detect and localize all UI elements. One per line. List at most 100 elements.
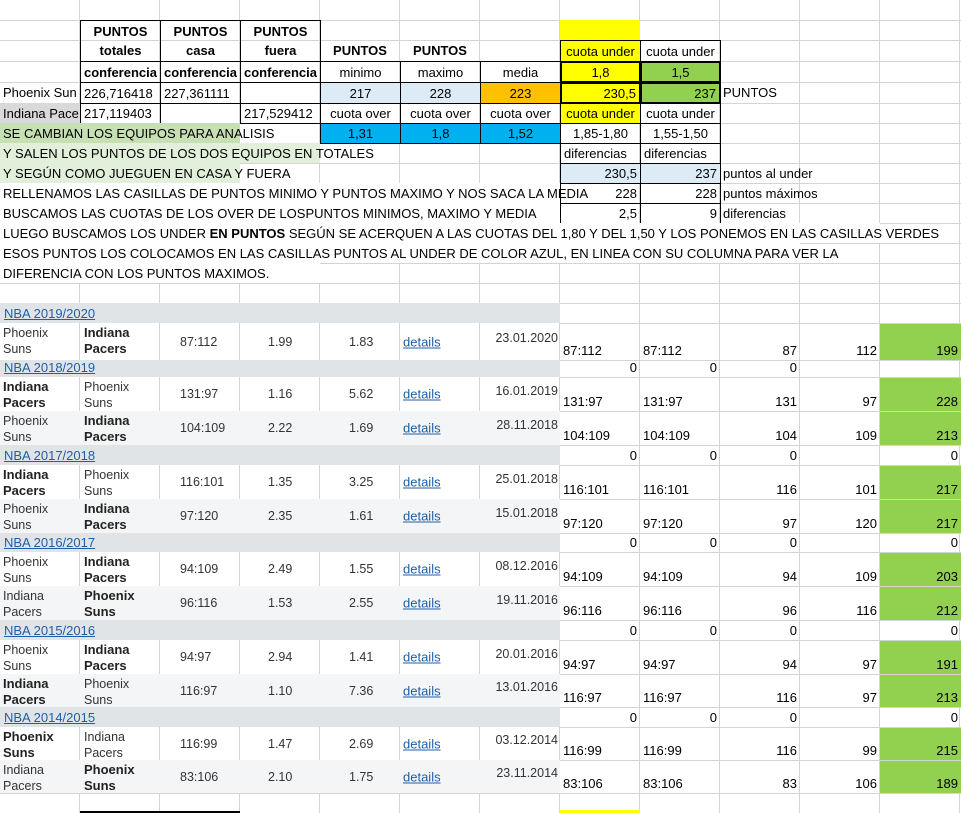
puntos-minimo[interactable]: 217 [320, 82, 401, 104]
zero-cell[interactable]: 0 [950, 710, 958, 725]
header-puntos-max[interactable]: PUNTOS [413, 43, 467, 58]
header-fuera[interactable]: fuera [240, 40, 321, 61]
away-points[interactable]: 106 [855, 776, 877, 791]
header-conferencia-1[interactable]: conferencia [80, 61, 161, 83]
score-cell[interactable]: 116:97 [563, 690, 602, 705]
score-cell[interactable]: 116:101 [643, 482, 690, 497]
total-points[interactable]: 213 [880, 411, 961, 445]
phoenix-casa[interactable]: 227,361111 [160, 82, 241, 104]
details-link[interactable]: details [403, 649, 441, 665]
score-cell[interactable]: 96:116 [563, 603, 602, 618]
score-cell[interactable]: 87:112 [643, 343, 682, 358]
total-points[interactable]: 228 [880, 377, 961, 411]
al-under-15[interactable]: 237 [640, 163, 721, 184]
season-link[interactable]: NBA 2016/2017 [4, 535, 96, 550]
zero-cell[interactable]: 0 [789, 535, 797, 550]
total-points[interactable]: 199 [880, 323, 961, 360]
season-link[interactable]: NBA 2018/2019 [4, 360, 96, 375]
zero-cell[interactable]: 0 [789, 448, 797, 463]
phoenix-fuera[interactable] [240, 82, 321, 104]
away-points[interactable]: 109 [855, 428, 877, 443]
zero-cell[interactable]: 0 [629, 448, 637, 463]
cuota-under-header-2[interactable]: cuota under [640, 40, 721, 62]
score-cell[interactable]: 83:106 [563, 776, 603, 791]
note-8[interactable]: DIFERENCIA CON LOS PUNTOS MAXIMOS. [0, 263, 320, 283]
odds-range-18[interactable]: 1,85-1,80 [560, 123, 641, 144]
indiana-totales[interactable]: 217,119403 [80, 103, 161, 124]
score-cell[interactable]: 116:101 [563, 482, 610, 497]
home-points[interactable]: 104 [775, 428, 797, 443]
total-points[interactable]: 213 [880, 674, 961, 707]
zero-cell[interactable]: 0 [789, 360, 797, 375]
away-points[interactable]: 112 [856, 343, 877, 358]
header-totales[interactable]: totales [80, 40, 161, 61]
header-maximo[interactable]: maximo [400, 61, 481, 83]
dif-15[interactable]: 9 [640, 203, 721, 224]
cuota-over-media-label[interactable]: cuota over [480, 103, 561, 124]
score-cell[interactable]: 83:106 [643, 776, 683, 791]
note-2[interactable]: Y SALEN LOS PUNTOS DE LOS DOS EQUIPOS EN… [0, 143, 374, 163]
details-link[interactable]: details [403, 769, 441, 784]
zero-cell[interactable]: 0 [789, 710, 797, 725]
details-link[interactable]: details [403, 508, 441, 524]
home-points[interactable]: 116 [776, 690, 797, 705]
score-cell[interactable]: 116:99 [563, 743, 602, 758]
home-points[interactable]: 96 [782, 603, 797, 618]
home-points[interactable]: 131 [775, 394, 797, 409]
header-minimo[interactable]: minimo [320, 61, 401, 83]
zero-cell[interactable]: 0 [629, 535, 637, 550]
score-cell[interactable]: 97:120 [643, 516, 683, 531]
indiana-casa[interactable] [160, 103, 241, 124]
details-link[interactable]: details [403, 420, 441, 436]
total-points[interactable]: 217 [880, 499, 961, 533]
score-cell[interactable]: 97:120 [563, 516, 603, 531]
away-points[interactable]: 120 [855, 516, 877, 531]
away-points[interactable]: 101 [855, 482, 877, 497]
team-phoenix-label[interactable]: Phoenix Sun [3, 85, 77, 100]
under-odds-18[interactable]: 1,8 [560, 61, 641, 83]
away-points[interactable]: 97 [862, 690, 877, 705]
details-link[interactable]: details [403, 474, 441, 490]
max-15[interactable]: 228 [640, 183, 721, 204]
note-6[interactable]: LUEGO BUSCAMOS LOS UNDER EN PUNTOS SEGÚN… [0, 223, 939, 243]
score-cell[interactable]: 104:109 [643, 428, 690, 443]
over-odds-media[interactable]: 1,52 [480, 123, 561, 144]
season-link[interactable]: NBA 2014/2015 [4, 710, 96, 725]
away-points[interactable]: 97 [862, 657, 877, 672]
indiana-fuera[interactable]: 217,529412 [240, 103, 321, 124]
over-odds-max[interactable]: 1,8 [400, 123, 481, 144]
header-casa[interactable]: casa [160, 40, 241, 61]
away-points[interactable]: 116 [856, 603, 877, 618]
score-cell[interactable]: 131:97 [643, 394, 683, 409]
header-puntos-min[interactable]: PUNTOS [333, 43, 387, 58]
home-points[interactable]: 94 [782, 657, 797, 672]
away-points[interactable]: 99 [862, 743, 877, 758]
over-odds-min[interactable]: 1,31 [320, 123, 401, 144]
note-1[interactable]: SE CAMBIAN LOS EQUIPOS PARA ANALISIS [0, 123, 274, 143]
total-points[interactable]: 203 [880, 552, 961, 586]
diferencias-label-2[interactable]: diferencias [640, 143, 721, 164]
zero-cell[interactable]: 0 [629, 360, 637, 375]
details-link[interactable]: details [403, 386, 441, 402]
header-puntos-totales[interactable]: PUNTOS [80, 20, 161, 41]
details-link[interactable]: details [403, 736, 441, 751]
team-indiana-label[interactable]: Indiana Pace [0, 103, 80, 123]
score-cell[interactable]: 116:99 [643, 743, 682, 758]
under-points-18[interactable]: 230,5 [560, 82, 641, 104]
score-cell[interactable]: 96:116 [643, 603, 682, 618]
cuota-over-min-label[interactable]: cuota over [320, 103, 401, 124]
zero-cell[interactable]: 0 [709, 710, 717, 725]
home-points[interactable]: 83 [782, 776, 797, 791]
zero-cell[interactable]: 0 [950, 535, 958, 550]
header-media[interactable]: media [480, 61, 561, 83]
details-link[interactable]: details [403, 561, 441, 577]
home-points[interactable]: 116 [776, 743, 797, 758]
zero-cell[interactable]: 0 [709, 360, 717, 375]
header-conferencia-3[interactable]: conferencia [240, 61, 321, 83]
score-cell[interactable]: 94:97 [563, 657, 596, 672]
season-link[interactable]: NBA 2017/2018 [4, 448, 96, 463]
zero-cell[interactable]: 0 [950, 623, 958, 638]
score-cell[interactable]: 94:109 [563, 569, 603, 584]
home-points[interactable]: 87 [782, 343, 797, 358]
details-link[interactable]: details [403, 334, 441, 349]
